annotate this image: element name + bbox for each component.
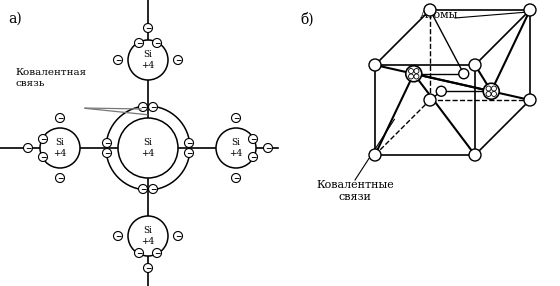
Circle shape <box>39 134 48 144</box>
Circle shape <box>483 83 500 99</box>
Text: −: − <box>115 56 121 65</box>
Circle shape <box>264 144 273 152</box>
Circle shape <box>174 231 183 241</box>
Circle shape <box>55 174 64 182</box>
Circle shape <box>114 55 123 65</box>
Circle shape <box>469 149 481 161</box>
Text: −: − <box>140 103 146 112</box>
Circle shape <box>469 59 481 71</box>
Circle shape <box>143 263 152 273</box>
Text: б): б) <box>300 12 314 26</box>
Circle shape <box>102 148 111 158</box>
Text: −: − <box>154 39 160 48</box>
Circle shape <box>406 66 422 82</box>
Circle shape <box>143 23 152 33</box>
Text: −: − <box>104 139 110 148</box>
Text: Ковалентная
связь: Ковалентная связь <box>15 68 86 88</box>
Circle shape <box>134 249 143 257</box>
Text: −: − <box>250 153 256 162</box>
Circle shape <box>231 114 240 122</box>
Text: −: − <box>136 39 142 48</box>
Circle shape <box>414 74 419 79</box>
Circle shape <box>148 102 157 112</box>
Text: −: − <box>175 56 181 65</box>
Circle shape <box>184 148 194 158</box>
Circle shape <box>114 231 123 241</box>
Circle shape <box>128 216 168 256</box>
Circle shape <box>138 102 147 112</box>
Circle shape <box>524 4 536 16</box>
Circle shape <box>492 92 497 96</box>
Text: −: − <box>250 135 256 144</box>
Circle shape <box>174 55 183 65</box>
Circle shape <box>184 138 194 148</box>
Text: Ковалентные
связи: Ковалентные связи <box>316 180 394 202</box>
Text: Si
+4: Si +4 <box>141 50 155 70</box>
Circle shape <box>486 86 491 91</box>
Text: −: − <box>150 185 156 194</box>
Circle shape <box>138 184 147 194</box>
Circle shape <box>24 144 32 152</box>
Text: −: − <box>154 249 160 258</box>
Text: Si
+4: Si +4 <box>230 138 242 158</box>
Circle shape <box>436 86 446 96</box>
Text: −: − <box>150 103 156 112</box>
Circle shape <box>152 249 161 257</box>
Text: −: − <box>136 249 142 258</box>
Circle shape <box>249 134 258 144</box>
Text: Si
+4: Si +4 <box>53 138 67 158</box>
Text: −: − <box>145 264 151 273</box>
Circle shape <box>40 128 80 168</box>
Circle shape <box>424 94 436 106</box>
Circle shape <box>459 69 469 79</box>
Text: −: − <box>186 149 192 158</box>
Circle shape <box>369 59 381 71</box>
Text: Si
+4: Si +4 <box>141 226 155 246</box>
Text: −: − <box>140 185 146 194</box>
Text: −: − <box>175 232 181 241</box>
Text: −: − <box>25 144 31 153</box>
Text: −: − <box>233 174 239 183</box>
Text: −: − <box>233 114 239 123</box>
Circle shape <box>102 138 111 148</box>
Circle shape <box>134 39 143 47</box>
Text: −: − <box>40 153 46 162</box>
Circle shape <box>231 174 240 182</box>
Circle shape <box>249 152 258 162</box>
Circle shape <box>524 94 536 106</box>
Circle shape <box>216 128 256 168</box>
Circle shape <box>152 39 161 47</box>
Text: а): а) <box>8 12 22 26</box>
Circle shape <box>39 152 48 162</box>
Circle shape <box>148 184 157 194</box>
Circle shape <box>486 92 491 96</box>
Text: −: − <box>145 24 151 33</box>
Text: −: − <box>115 232 121 241</box>
Text: Si
+4: Si +4 <box>141 138 155 158</box>
Text: Атомы: Атомы <box>420 10 459 20</box>
Circle shape <box>409 69 413 74</box>
Text: −: − <box>40 135 46 144</box>
Text: −: − <box>104 149 110 158</box>
Circle shape <box>118 118 178 178</box>
Text: −: − <box>186 139 192 148</box>
Circle shape <box>369 149 381 161</box>
Circle shape <box>128 40 168 80</box>
Circle shape <box>424 4 436 16</box>
Circle shape <box>409 74 413 79</box>
Circle shape <box>492 86 497 91</box>
Circle shape <box>414 69 419 74</box>
Text: −: − <box>265 144 271 153</box>
Text: −: − <box>57 174 63 183</box>
Circle shape <box>55 114 64 122</box>
Text: −: − <box>57 114 63 123</box>
